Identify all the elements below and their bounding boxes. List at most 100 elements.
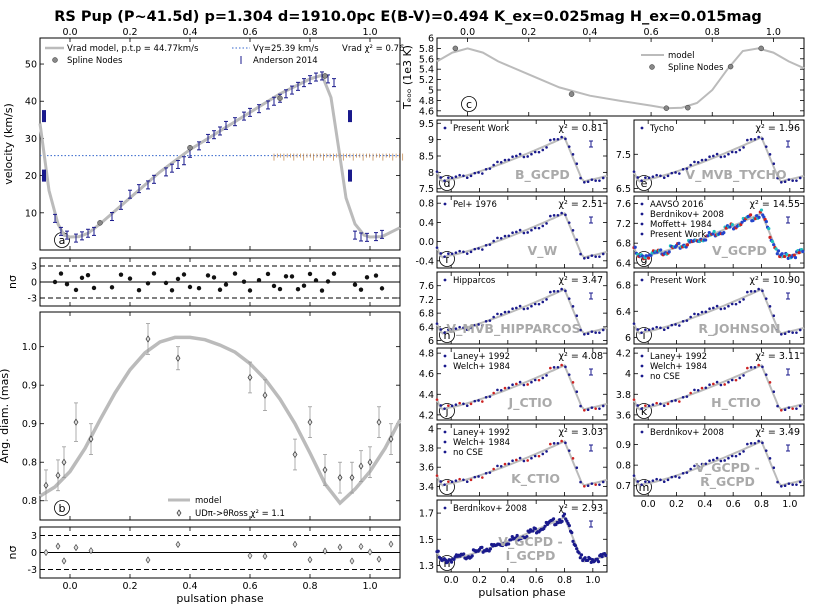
y-tick-label: 1.0 — [22, 342, 37, 353]
band-data-point — [693, 160, 696, 164]
band-data-point — [674, 399, 677, 402]
band-data-point — [477, 171, 480, 174]
panel-letter: k — [641, 405, 648, 418]
band-data-point — [655, 477, 658, 481]
band-data-point — [443, 255, 446, 258]
chi2-label: χ² = 14.55 — [750, 199, 801, 210]
residual-point — [187, 284, 193, 290]
band-data-point — [556, 521, 561, 525]
residual-point — [247, 552, 253, 560]
band-data-point — [530, 152, 533, 156]
band-data-point — [583, 333, 586, 336]
band-data-point — [558, 518, 562, 522]
x-tick-label: 1.0 — [782, 499, 797, 510]
band-data-point — [443, 483, 446, 486]
band-data-point — [579, 404, 582, 408]
y-axis-label: Tₑₒₒ (1e3 K) — [401, 45, 414, 110]
x-tick-label: 0.8 — [302, 581, 317, 592]
plot-frame — [39, 37, 401, 251]
band-data-point — [522, 231, 526, 235]
band-data-point — [530, 304, 533, 308]
band-data-point — [436, 549, 440, 553]
y-tick-label: 50 — [25, 60, 37, 71]
residual-point — [127, 276, 133, 281]
band-data-point — [677, 241, 681, 245]
band-data-point — [503, 234, 507, 238]
band-data-point — [601, 404, 605, 408]
band-data-point — [651, 327, 655, 330]
band-data-point — [734, 302, 738, 306]
band-data-point — [596, 560, 601, 564]
band-data-point — [496, 236, 499, 240]
residual-point — [241, 279, 247, 284]
band-data-point — [545, 222, 548, 225]
residual-point — [325, 279, 331, 284]
band-data-point — [575, 547, 579, 551]
band-data-point — [797, 251, 801, 255]
band-data-point — [783, 180, 787, 184]
band-data-point — [522, 155, 526, 159]
band-data-point — [449, 560, 454, 564]
legend-swatch — [640, 212, 644, 216]
y-tick-label: 3.8 — [419, 444, 434, 455]
band-data-point — [798, 176, 802, 180]
y-tick-label: 4.4 — [419, 390, 434, 401]
legend-entry: Tycho — [649, 124, 674, 134]
band-data-point — [633, 245, 637, 249]
band-data-point — [749, 138, 753, 141]
band-data-point — [454, 403, 458, 406]
band-data-point — [496, 312, 499, 316]
legend-entry: model — [668, 51, 694, 61]
band-data-point — [577, 551, 581, 555]
y-tick-label: 4.2 — [419, 410, 434, 421]
y-tick-label: 6.8 — [419, 309, 434, 320]
panel-n: 1.3 1.5 1.7 0.0 0.2 0.4 0.6 0.8 1.0 pulsation pha… — [419, 499, 608, 599]
spline-node — [663, 105, 670, 111]
band-data-point — [640, 254, 645, 258]
x-tick-label: 1.0 — [585, 575, 600, 586]
band-data-point — [465, 404, 469, 408]
band-data-point — [666, 402, 670, 406]
y-tick-label: 4.6 — [419, 369, 434, 380]
data-point — [367, 458, 373, 466]
band-data-point — [458, 401, 461, 405]
band-data-point — [601, 328, 605, 332]
residual-point — [256, 277, 262, 283]
legend-swatch — [443, 202, 447, 206]
band-data-point — [469, 402, 473, 406]
panel-m: 0.7 0.8 0.9 0.0 0.2 0.4 0.6 0.8 1.0 m Berdnikov+ 2… — [616, 423, 805, 510]
band-data-point — [598, 255, 601, 258]
panel-letter: c — [466, 98, 472, 111]
y-axis-label: velocity (km/s) — [2, 103, 15, 185]
band-data-point — [659, 248, 663, 252]
y-tick-label: 1.7 — [419, 509, 434, 520]
band-data-point — [507, 234, 511, 238]
y-tick-label: 6.4 — [616, 259, 631, 270]
x-tick-label: 0.6 — [529, 575, 544, 586]
y-tick-label: 0 — [31, 278, 37, 289]
band-data-point — [649, 253, 653, 257]
band-data-point — [556, 365, 560, 369]
band-data-point — [632, 474, 636, 477]
band-data-point — [484, 471, 488, 475]
band-data-point — [689, 467, 692, 471]
band-data-point — [738, 376, 742, 380]
band-data-point — [515, 154, 518, 158]
band-data-point — [594, 331, 597, 334]
band-data-point — [541, 452, 545, 456]
band-data-point — [579, 553, 584, 557]
band-data-point — [748, 213, 753, 217]
legend-entry: Present Work — [453, 124, 509, 134]
residual-point — [163, 280, 169, 286]
residual-point — [58, 271, 64, 276]
band-data-point — [545, 146, 548, 149]
band-data-point — [700, 386, 704, 390]
spline-node — [685, 104, 691, 111]
band-data-point — [447, 404, 450, 407]
x-tick-label: 0.6 — [242, 581, 257, 592]
band-data-point — [719, 383, 723, 387]
band-data-point — [782, 254, 787, 259]
residual-point — [91, 285, 97, 291]
y-axis-label: nσ — [6, 546, 19, 560]
